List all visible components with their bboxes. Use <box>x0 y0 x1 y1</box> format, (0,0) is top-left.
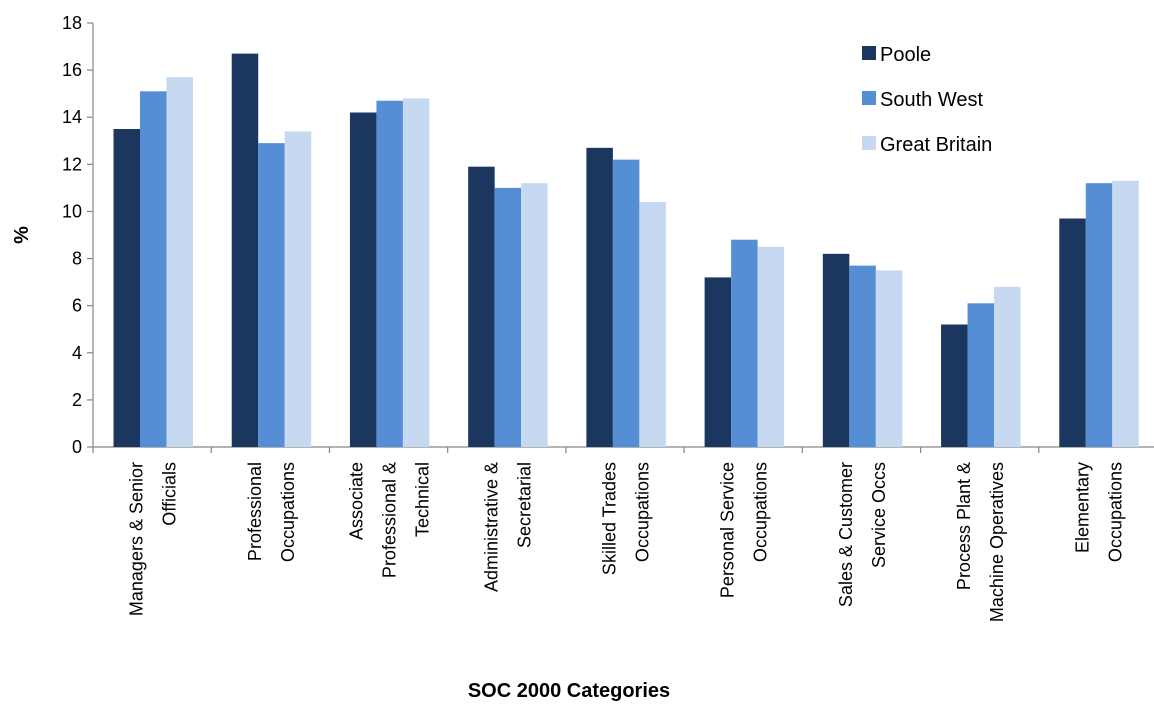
x-axis-title: SOC 2000 Categories <box>468 680 670 702</box>
category-label-line: Administrative & <box>481 462 501 592</box>
category-label-line: Secretarial <box>514 462 534 548</box>
bar-poole <box>586 147 613 447</box>
bar-poole <box>941 324 968 447</box>
bar-great-britain <box>757 246 785 447</box>
category-label-line: Process Plant & <box>954 462 974 590</box>
y-tick-label: 8 <box>72 249 82 269</box>
category-label: Administrative & Secretarial <box>481 462 534 592</box>
bar-poole <box>349 112 377 447</box>
legend-label: Great Britain <box>880 134 992 156</box>
bar-great-britain <box>1112 180 1139 447</box>
y-tick-label: 12 <box>62 154 82 174</box>
bar-great-britain <box>639 202 666 447</box>
bar-poole <box>468 166 495 447</box>
bar-great-britain <box>284 131 312 448</box>
x-axis-categories: Managers & Senior Officials Professional Oc… <box>127 462 1126 622</box>
bar-great-britain <box>875 270 903 447</box>
y-tick-label: 14 <box>62 107 82 127</box>
category-label-line: Occupations <box>1105 462 1125 562</box>
legend-swatch <box>862 46 876 60</box>
category-label-line: Occupations <box>278 462 298 562</box>
category-label-line: Skilled Trades <box>600 462 620 575</box>
category-label-line: Service Occs <box>869 462 889 568</box>
bar-south-west <box>967 303 995 447</box>
category-label-line: Occupations <box>633 462 653 562</box>
category-label: Process Plant & Machine Operatives <box>954 462 1007 622</box>
legend-swatch <box>862 136 876 150</box>
bar-south-west <box>849 265 876 447</box>
category-label: Associate Professional & Technical <box>347 462 433 578</box>
y-tick-label: 4 <box>72 343 82 363</box>
bar-great-britain <box>402 98 430 447</box>
bar-south-west <box>140 91 167 447</box>
bar-poole <box>822 253 850 447</box>
category-label-line: Sales & Customer <box>836 462 856 607</box>
y-tick-label: 0 <box>72 437 82 457</box>
category-label: Professional Occupations <box>245 462 298 562</box>
category-label-line: Technical <box>413 462 433 537</box>
bar-south-west <box>612 159 640 447</box>
y-tick-label: 16 <box>62 60 82 80</box>
bar-great-britain <box>166 77 193 448</box>
bar-poole <box>1059 218 1086 447</box>
category-label-line: Personal Service <box>718 462 738 598</box>
legend: Poole South West Great Britain <box>862 44 992 156</box>
category-label-line: Managers & Senior <box>127 462 147 616</box>
bar-poole <box>704 277 732 447</box>
y-tick-label: 6 <box>72 296 82 316</box>
bar-poole <box>231 53 259 448</box>
legend-label: South West <box>880 89 983 111</box>
bar-poole <box>113 129 140 447</box>
bar-south-west <box>376 100 403 447</box>
bar-great-britain <box>521 183 548 447</box>
legend-swatch <box>862 91 876 105</box>
category-label-line: Officials <box>160 462 180 526</box>
category-label-line: Professional & <box>380 462 400 578</box>
y-tick-label: 10 <box>62 201 82 221</box>
y-tick-label: 18 <box>62 13 82 33</box>
legend-label: Poole <box>880 44 931 66</box>
category-label: Personal Service Occupations <box>718 462 771 598</box>
y-tick-label: 2 <box>72 390 82 410</box>
bar-great-britain <box>994 286 1021 447</box>
bar-south-west <box>731 239 758 447</box>
category-label-line: Occupations <box>751 462 771 562</box>
bar-south-west <box>494 187 522 447</box>
category-label-line: Elementary <box>1072 462 1092 553</box>
category-label-line: Machine Operatives <box>987 462 1007 622</box>
category-label: Sales & Customer Service Occs <box>836 462 889 607</box>
bar-south-west <box>258 143 285 447</box>
y-axis-title: % <box>11 226 33 244</box>
bars <box>113 53 1139 448</box>
category-label-line: Associate <box>347 462 367 540</box>
category-label: Managers & Senior Officials <box>127 462 180 616</box>
category-label: Elementary Occupations <box>1072 462 1125 562</box>
category-label: Skilled Trades Occupations <box>600 462 653 575</box>
category-label-line: Professional <box>245 462 265 561</box>
bar-south-west <box>1085 183 1113 447</box>
